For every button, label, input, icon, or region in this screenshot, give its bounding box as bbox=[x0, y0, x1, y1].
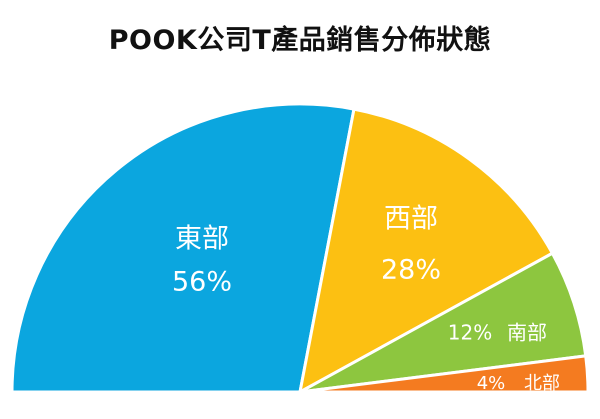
slice-value-east: 56% bbox=[172, 267, 232, 298]
slice-label-south: 南部 bbox=[507, 321, 547, 345]
chart-title: POOK公司T產品銷售分佈狀態 bbox=[108, 25, 492, 56]
slice-label-west: 西部 bbox=[384, 204, 438, 235]
slice-label-east: 東部 bbox=[175, 224, 229, 255]
slice-value-south: 12% bbox=[448, 321, 492, 345]
labels-layer: 東部 56% 西部 28% 南部 12% 北部 4% bbox=[172, 204, 560, 395]
pie-slice-north bbox=[298, 354, 590, 394]
slice-value-north: 4% bbox=[477, 373, 506, 394]
pie-slice-west bbox=[298, 107, 554, 394]
slices-layer bbox=[10, 102, 590, 394]
slice-value-west: 28% bbox=[381, 255, 441, 286]
slice-label-north: 北部 bbox=[524, 373, 560, 394]
pie-slice-east bbox=[10, 102, 356, 394]
